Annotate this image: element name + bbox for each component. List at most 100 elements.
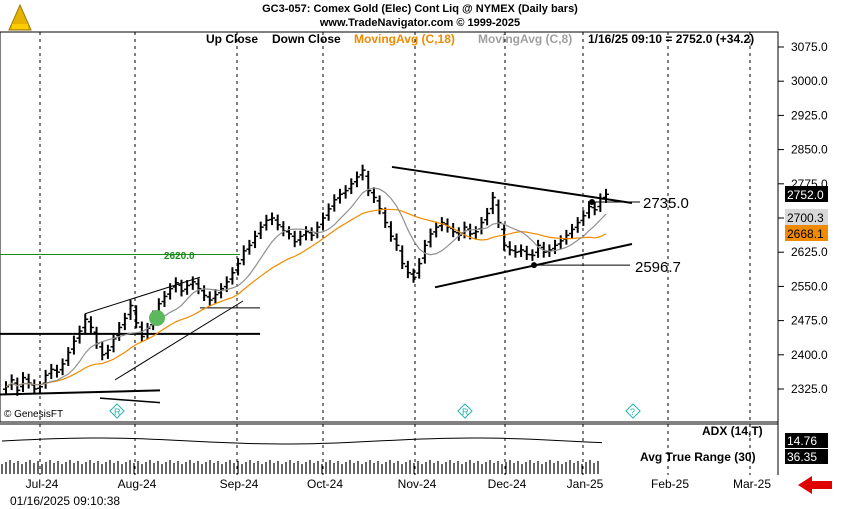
price-bar <box>399 245 406 270</box>
price-bar <box>65 347 72 366</box>
price-bar <box>31 379 38 395</box>
price-bar <box>76 325 83 344</box>
x-tick-label: Nov-24 <box>398 477 437 491</box>
level-label-2596: 2596.7 <box>635 259 681 276</box>
legend-status: 1/16/25 09:10 = 2752.0 (+34.2) <box>588 32 754 46</box>
price-bar <box>535 239 542 258</box>
y-tick-label: 2850.0 <box>791 143 828 157</box>
copyright: www.TradeNavigator.com © 1999-2025 <box>319 17 520 29</box>
price-bar <box>342 185 349 199</box>
price-bar <box>252 230 259 249</box>
price-bar <box>297 230 304 246</box>
price-bar <box>201 285 208 301</box>
price-bar <box>19 372 26 393</box>
legend-down-close: Down Close <box>272 32 341 46</box>
gold-bull-logo-icon <box>6 3 34 32</box>
price-bar <box>167 283 174 300</box>
price-bar <box>404 260 411 279</box>
svg-text:2752.0: 2752.0 <box>787 188 824 202</box>
r-marker-2: R <box>457 403 473 419</box>
price-bar <box>172 277 179 293</box>
adx-line <box>1 437 603 445</box>
price-bar <box>484 207 491 226</box>
svg-text:R: R <box>462 407 469 417</box>
y-tick-label: 2475.0 <box>791 314 828 328</box>
price-bar <box>523 245 530 260</box>
price-bar <box>529 249 536 261</box>
level-label-2735: 2735.0 <box>643 195 689 212</box>
price-bar <box>59 358 66 376</box>
y-tick-label: 3000.0 <box>791 74 828 88</box>
r-marker-1: R <box>109 403 125 419</box>
price-bar <box>212 289 219 304</box>
price-bar <box>574 217 581 233</box>
price-bar <box>246 239 253 255</box>
ma18-line <box>5 208 607 388</box>
y-tick-label: 3075.0 <box>791 40 828 54</box>
x-tick-label: Jan-25 <box>567 477 604 491</box>
svg-text:14.76: 14.76 <box>787 434 817 448</box>
level-label-2620: 2620.0 <box>164 251 195 262</box>
price-bar <box>286 226 293 240</box>
price-bar <box>580 210 587 226</box>
x-tick-label: Sep-24 <box>220 477 259 491</box>
ma18-path <box>5 208 607 388</box>
question-marker: ? <box>625 403 641 419</box>
price-bar <box>308 227 315 241</box>
price-bar <box>87 316 94 333</box>
adx-value-flag: 14.76 <box>785 433 828 448</box>
trend-lines <box>0 165 640 404</box>
grid-lines <box>39 32 751 475</box>
price-bar <box>235 258 242 276</box>
legend-ma8: MovingAvg (C,8) <box>478 32 572 46</box>
price-bar <box>410 268 417 283</box>
svg-text:2668.1: 2668.1 <box>787 227 824 241</box>
trend-line <box>391 165 633 204</box>
trend-line <box>84 276 201 315</box>
price-bar <box>104 344 111 359</box>
price-bar <box>365 170 372 197</box>
price-bar <box>82 313 89 334</box>
chart-title: GC3-057: Comex Gold (Elec) Cont Liq @ NY… <box>262 3 578 15</box>
price-bar <box>540 241 547 258</box>
x-tick-label: Mar-25 <box>733 477 771 491</box>
price-bar <box>25 373 32 389</box>
price-bar <box>178 279 185 297</box>
timestamp: 01/16/2025 09:10:38 <box>10 494 120 508</box>
svg-text:36.35: 36.35 <box>787 450 817 464</box>
price-bar <box>116 321 123 341</box>
signal-dot <box>149 310 165 326</box>
scroll-right-arrow-icon[interactable] <box>798 476 832 494</box>
pivot-dot <box>589 199 595 206</box>
price-bar <box>42 369 49 389</box>
price-bar <box>569 223 576 240</box>
price-bar <box>472 226 479 239</box>
trend-line <box>114 300 244 381</box>
price-bar <box>319 212 326 230</box>
price-bar <box>393 233 400 251</box>
price-bar <box>382 207 389 229</box>
price-bar <box>303 226 309 241</box>
price-bar <box>99 341 106 361</box>
ma8-path <box>5 187 607 388</box>
price-bar <box>291 230 298 248</box>
x-tick-label: Oct-24 <box>307 477 343 491</box>
ma18-flag: 2668.1 <box>785 225 828 241</box>
watermark: © GenesisFT <box>4 409 63 420</box>
price-bar <box>370 187 377 203</box>
price-bar <box>336 188 343 204</box>
price-bar <box>8 374 15 391</box>
pivot-dot <box>531 262 537 269</box>
price-bar <box>591 202 598 216</box>
price-bar <box>184 280 191 295</box>
price-bar <box>478 217 485 235</box>
price-bar <box>433 221 440 238</box>
ma8-flag: 2700.3 <box>785 209 828 225</box>
price-bar <box>274 214 281 231</box>
adx-label: ADX (14,T) <box>702 424 763 438</box>
price-bar <box>597 193 604 212</box>
atr-value-flag: 36.35 <box>785 449 828 464</box>
svg-text:2700.3: 2700.3 <box>787 211 824 225</box>
price-bar <box>257 221 264 239</box>
